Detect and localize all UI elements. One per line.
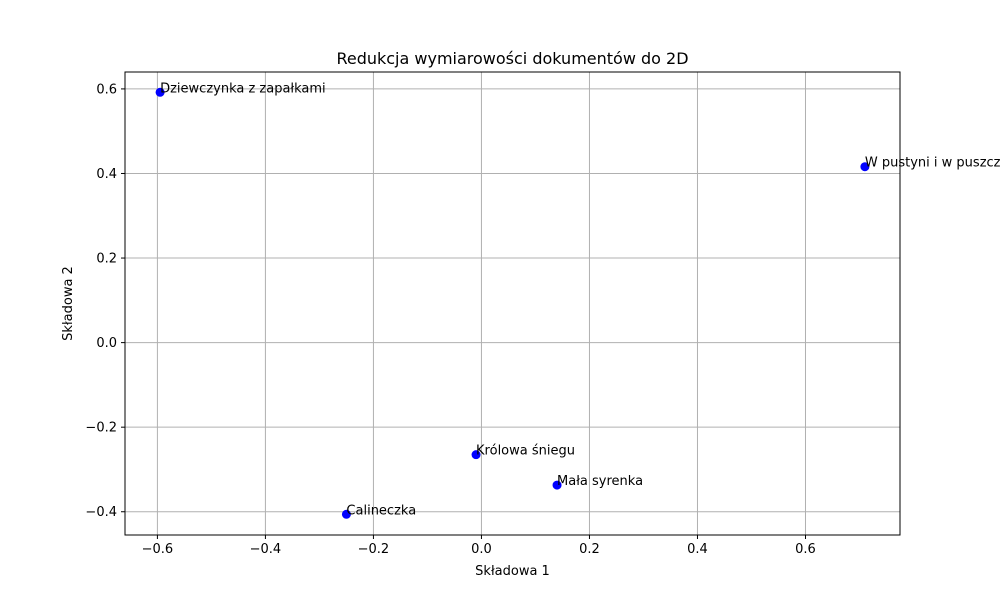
data-point [155,87,165,97]
x-axis-ticks: −0.6 −0.4 −0.2 0.0 0.2 0.4 0.6 [142,535,816,557]
axes-frame [124,71,901,536]
y-tick-label: 0.6 [96,82,117,97]
grid [125,72,900,535]
y-axis-ticks: −0.4 −0.2 0.0 0.2 0.4 0.6 [85,82,125,520]
data-label: W pustyni i w puszczy [865,156,1000,171]
data-point [860,162,870,172]
x-tick-label: 0.4 [687,542,708,557]
y-tick-label: −0.2 [85,421,117,436]
x-tick-label: 0.2 [579,542,600,557]
data-label: Królowa śniegu [476,444,575,459]
x-tick-label: −0.4 [250,542,282,557]
y-tick-label: 0.2 [96,252,117,267]
data-label: Calineczka [346,503,416,518]
x-tick-label: 0.0 [471,542,492,557]
data-label: Dziewczynka z zapałkami [160,81,326,96]
x-axis-label: Składowa 1 [475,564,550,579]
chart-title: Redukcja wymiarowości dokumentów do 2D [336,49,688,68]
data-point [341,509,351,519]
data-points: Dziewczynka z zapałkami W pustyni i w pus… [155,81,1000,519]
y-tick-label: 0.0 [96,336,117,351]
y-tick-label: −0.4 [85,505,117,520]
y-axis-label: Składowa 2 [61,266,76,341]
x-tick-label: −0.2 [358,542,390,557]
data-point [552,480,562,490]
y-tick-label: 0.4 [96,167,117,182]
data-label: Mała syrenka [557,474,643,489]
x-tick-label: 0.6 [795,542,816,557]
x-tick-label: −0.6 [142,542,174,557]
data-point [471,450,481,460]
